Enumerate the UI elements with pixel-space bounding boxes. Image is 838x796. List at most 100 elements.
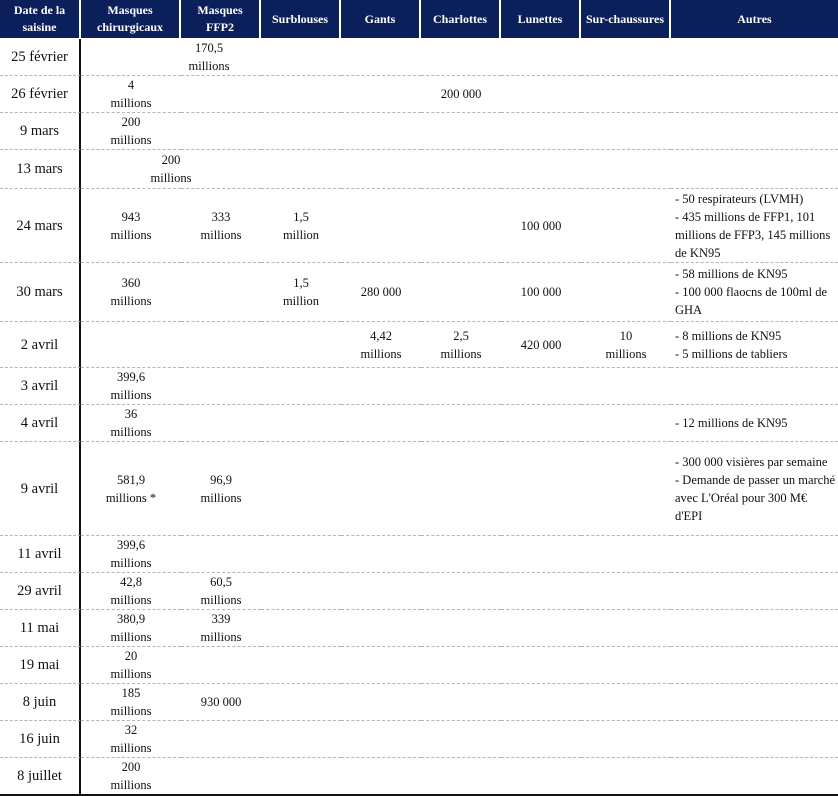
cell-text: 200 millions xyxy=(110,115,152,147)
cell-text: 2,5 millions xyxy=(440,328,482,361)
cell-masques-chirurgicaux: 200 millions xyxy=(81,150,191,189)
cell-sur-chaussures xyxy=(581,189,671,263)
cell-text: 200 000 xyxy=(440,87,482,101)
cell-autres: - 8 millions de KN95 - 5 millions de tab… xyxy=(671,322,838,368)
cell-text: 581,9 millions * xyxy=(105,472,157,505)
cell-text: 42,8 millions xyxy=(110,575,152,607)
cell-charlottes xyxy=(421,758,501,796)
cell-autres xyxy=(671,573,838,610)
cell-lunettes xyxy=(501,610,581,647)
cell-masques-chirurgicaux: 200 millions xyxy=(81,113,181,150)
cell-surblouses xyxy=(261,758,341,796)
cell-gants xyxy=(341,76,421,113)
cell-lunettes xyxy=(501,536,581,573)
cell-autres xyxy=(671,150,838,189)
cell-surblouses xyxy=(261,573,341,610)
cell-charlottes xyxy=(421,647,501,684)
cell-masques-chirurgicaux: 185 millions xyxy=(81,684,181,721)
cell-text: 185 millions xyxy=(110,686,152,718)
date-cell: 25 février xyxy=(0,39,81,76)
cell-lunettes: 100 000 xyxy=(501,263,581,322)
cell-gants xyxy=(341,442,421,536)
cell-text: 200 millions xyxy=(150,153,192,185)
cell-masques-ffp2 xyxy=(181,647,261,684)
cell-masques-ffp2: 339 millions xyxy=(181,610,261,647)
cell-lunettes: 420 000 xyxy=(501,322,581,368)
cell-surblouses xyxy=(261,610,341,647)
cell-gants xyxy=(341,573,421,610)
cell-lunettes xyxy=(501,368,581,405)
table-row: 26 février 4 millions 200 000 xyxy=(0,76,838,113)
date-cell: 8 juillet xyxy=(0,758,81,796)
cell-text: 8 juillet xyxy=(17,768,62,784)
cell-lunettes xyxy=(501,721,581,758)
cell-text: 100 000 xyxy=(520,285,562,299)
cell-gants xyxy=(341,647,421,684)
date-cell: 11 avril xyxy=(0,536,81,573)
cell-masques-chirurgicaux xyxy=(81,39,181,76)
cell-masques-chirurgicaux: 32 millions xyxy=(81,721,181,758)
date-cell: 30 mars xyxy=(0,263,81,322)
cell-lunettes xyxy=(501,684,581,721)
cell-charlottes xyxy=(421,536,501,573)
cell-text: 11 avril xyxy=(17,546,62,562)
cell-sur-chaussures xyxy=(581,368,671,405)
cell-autres: - 58 millions de KN95 - 100 000 flaocns … xyxy=(671,263,838,322)
header-row: Date de la saisine Masques chirurgicaux Ma… xyxy=(0,0,838,39)
cell-charlottes: 2,5 millions xyxy=(421,322,501,368)
cell-text: 943 millions xyxy=(110,209,152,242)
cell-charlottes xyxy=(421,610,501,647)
cell-charlottes xyxy=(421,721,501,758)
cell-text: 29 avril xyxy=(17,583,62,599)
cell-masques-chirurgicaux: 200 millions xyxy=(81,758,181,796)
table-row: 13 mars 200 millions xyxy=(0,150,838,189)
cell-text: 20 millions xyxy=(110,649,152,681)
table-row: 9 mars 200 millions xyxy=(0,113,838,150)
cell-text: 280 000 xyxy=(360,285,402,299)
cell-text: 25 février xyxy=(11,49,68,65)
table-row: 16 juin 32 millions xyxy=(0,721,838,758)
cell-charlottes xyxy=(421,263,501,322)
cell-text: 13 mars xyxy=(16,161,63,177)
cell-text: - 50 respirateurs (LVMH) - 435 millions … xyxy=(675,191,831,260)
cell-autres xyxy=(671,113,838,150)
cell-surblouses xyxy=(261,322,341,368)
cell-text: 1,5 million xyxy=(282,276,320,308)
cell-surblouses: 1,5 million xyxy=(261,263,341,322)
table-row: 8 juillet 200 millions xyxy=(0,758,838,796)
cell-charlottes xyxy=(421,39,501,76)
cell-charlottes xyxy=(421,368,501,405)
cell-text: 200 millions xyxy=(110,760,152,792)
cell-sur-chaussures xyxy=(581,442,671,536)
cell-surblouses xyxy=(261,113,341,150)
cell-gants: 280 000 xyxy=(341,263,421,322)
cell-text: 3 avril xyxy=(20,378,59,394)
cell-gants xyxy=(341,113,421,150)
cell-autres xyxy=(671,647,838,684)
cell-text: 60,5 millions xyxy=(200,575,242,607)
cell-gants xyxy=(341,189,421,263)
cell-surblouses: 1,5 million xyxy=(261,189,341,263)
cell-masques-chirurgicaux: 360 millions xyxy=(81,263,181,322)
cell-masques-chirurgicaux: 380,9 millions xyxy=(81,610,181,647)
cell-masques-chirurgicaux: 943 millions xyxy=(81,189,181,263)
cell-text: - 300 000 visières par semaine - Demande… xyxy=(675,454,835,523)
cell-charlottes xyxy=(421,405,501,442)
cell-sur-chaussures xyxy=(581,536,671,573)
cell-lunettes xyxy=(501,573,581,610)
cell-masques-ffp2 xyxy=(181,76,261,113)
cell-lunettes xyxy=(501,442,581,536)
cell-autres xyxy=(671,721,838,758)
cell-gants xyxy=(341,405,421,442)
cell-autres: - 12 millions de KN95 xyxy=(671,405,838,442)
cell-sur-chaussures xyxy=(581,113,671,150)
cell-masques-chirurgicaux: 42,8 millions xyxy=(81,573,181,610)
table-row: 8 juin 185 millions 930 000 xyxy=(0,684,838,721)
cell-text: 26 février xyxy=(11,86,68,102)
cell-text: 170,5 millions xyxy=(188,41,230,73)
cell-text: 30 mars xyxy=(16,284,63,300)
cell-text: 10 millions xyxy=(605,328,647,361)
table-row: 25 février 170,5 millions xyxy=(0,39,838,76)
date-cell: 11 mai xyxy=(0,610,81,647)
cell-surblouses xyxy=(261,536,341,573)
